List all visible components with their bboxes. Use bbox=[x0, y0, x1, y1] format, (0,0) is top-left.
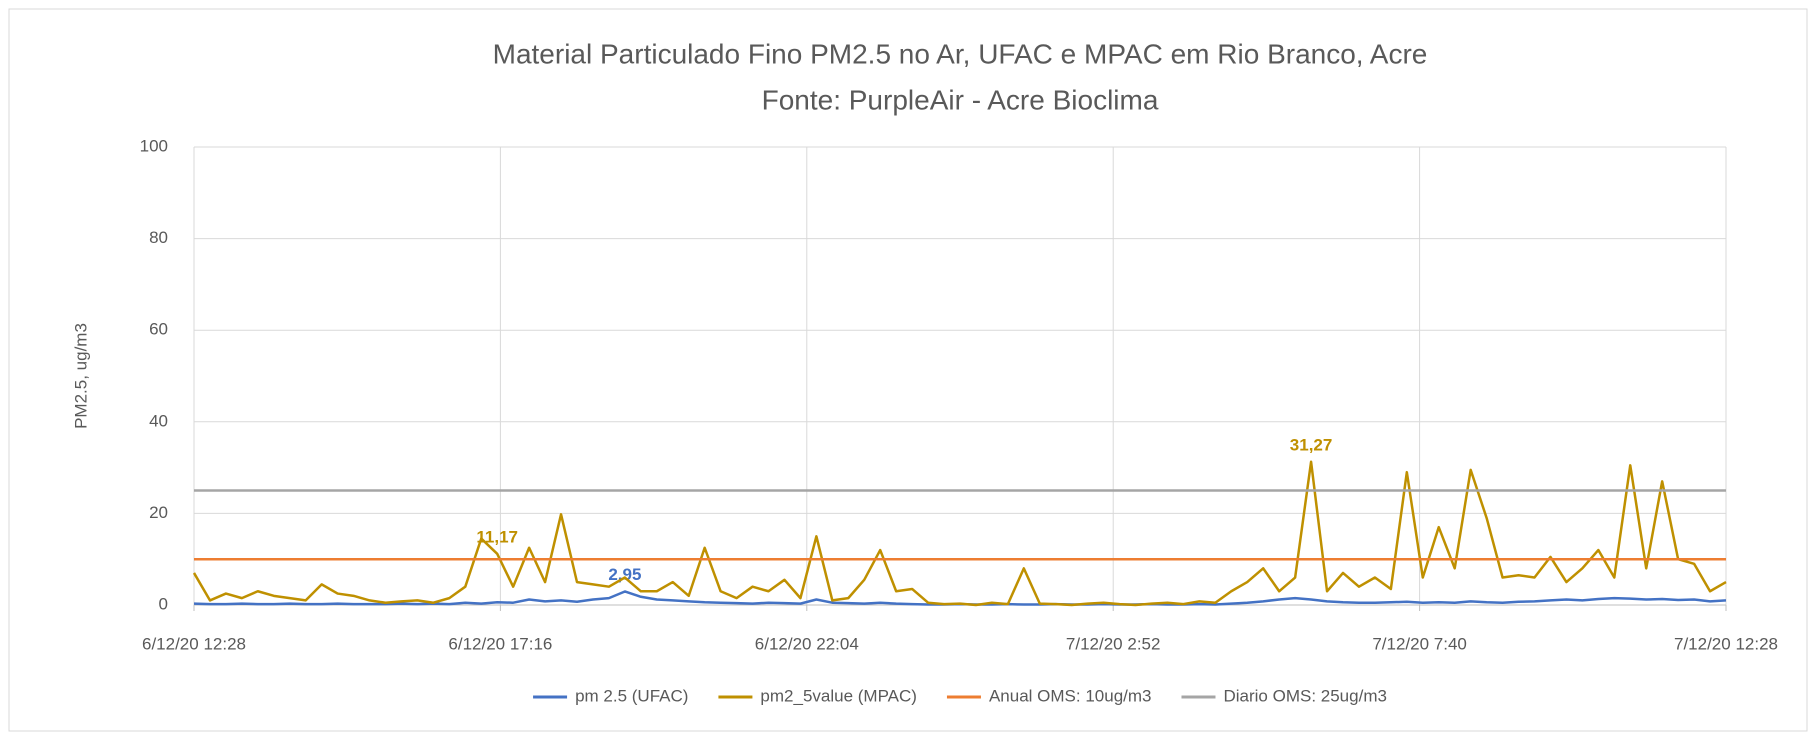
data-label: 2,95 bbox=[608, 565, 641, 584]
y-tick-label: 100 bbox=[140, 136, 168, 155]
x-tick-label: 6/12/20 12:28 bbox=[142, 634, 246, 653]
chart-title: Material Particulado Fino PM2.5 no Ar, U… bbox=[493, 38, 1428, 69]
x-tick-label: 7/12/20 2:52 bbox=[1066, 634, 1161, 653]
x-tick-label: 7/12/20 7:40 bbox=[1372, 634, 1467, 653]
data-label: 31,27 bbox=[1290, 435, 1333, 454]
y-tick-label: 20 bbox=[149, 503, 168, 522]
legend-label: pm2_5value (MPAC) bbox=[760, 686, 917, 705]
x-tick-label: 6/12/20 17:16 bbox=[448, 634, 552, 653]
y-tick-label: 60 bbox=[149, 320, 168, 339]
chart-frame bbox=[8, 8, 1808, 732]
y-tick-label: 40 bbox=[149, 411, 168, 430]
y-axis-label: PM2.5, ug/m3 bbox=[71, 323, 90, 429]
data-label: 11,17 bbox=[476, 527, 518, 546]
legend-label: Anual OMS: 10ug/m3 bbox=[989, 686, 1152, 705]
legend-label: pm 2.5 (UFAC) bbox=[575, 686, 688, 705]
x-tick-label: 7/12/20 12:28 bbox=[1674, 634, 1778, 653]
y-tick-label: 0 bbox=[159, 594, 168, 613]
x-tick-label: 6/12/20 22:04 bbox=[755, 634, 859, 653]
legend-label: Diario OMS: 25ug/m3 bbox=[1223, 686, 1386, 705]
chart-subtitle: Fonte: PurpleAir - Acre Bioclima bbox=[762, 84, 1159, 115]
series-line bbox=[192, 460, 1727, 607]
y-tick-label: 80 bbox=[149, 228, 168, 247]
